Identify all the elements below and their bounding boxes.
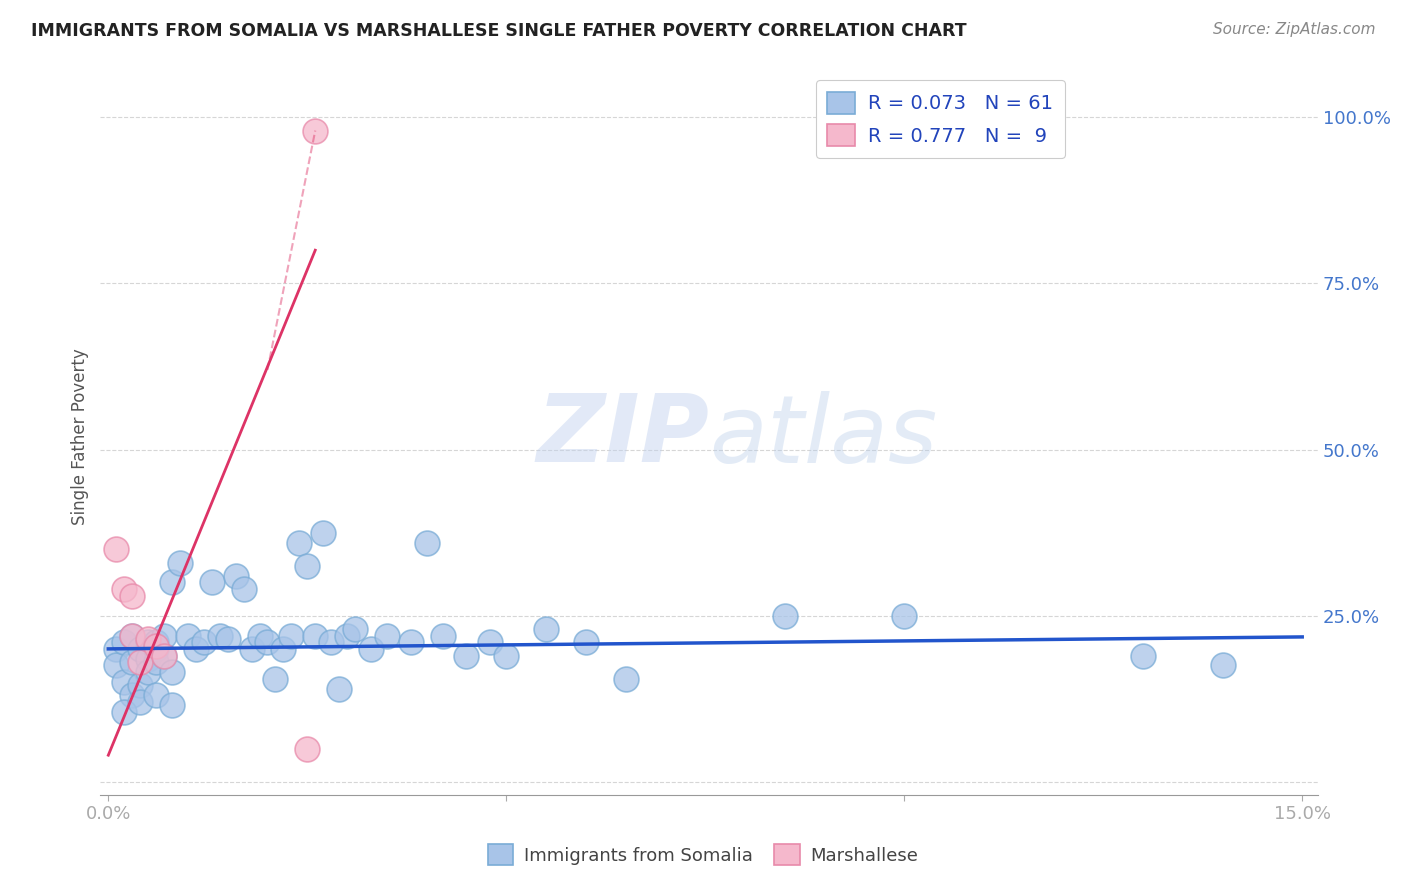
Point (432, 629, 454, 643)
Point (201, 575, 224, 590)
Point (193, 635, 215, 649)
Point (112, 635, 135, 649)
Point (225, 569, 247, 583)
Point (121, 589, 143, 603)
Point (256, 635, 278, 649)
Point (321, 635, 343, 649)
Point (232, 582, 254, 596)
Point (208, 629, 231, 643)
Point (312, 525, 335, 540)
Point (1212, 658, 1234, 673)
Point (184, 641, 207, 656)
Point (297, 741, 319, 756)
Point (273, 641, 295, 656)
Point (136, 632, 159, 646)
Point (121, 689, 143, 703)
Legend: Immigrants from Somalia, Marshallese: Immigrants from Somalia, Marshallese (481, 837, 925, 872)
Point (112, 705, 135, 719)
Point (136, 635, 159, 649)
Point (456, 648, 478, 663)
Point (160, 698, 183, 713)
Point (145, 635, 167, 649)
Point (264, 672, 287, 686)
Point (534, 622, 557, 636)
Point (614, 672, 637, 686)
Point (399, 635, 422, 649)
Point (121, 655, 143, 669)
Point (249, 629, 271, 643)
Point (112, 675, 135, 690)
Point (288, 535, 311, 549)
Point (153, 648, 176, 663)
Point (375, 629, 398, 643)
Point (328, 681, 350, 696)
Point (145, 641, 167, 656)
Point (773, 608, 796, 623)
Point (129, 695, 152, 709)
Text: Source: ZipAtlas.com: Source: ZipAtlas.com (1212, 22, 1375, 37)
Point (105, 542, 128, 557)
Point (575, 635, 598, 649)
Point (177, 629, 200, 643)
Point (344, 622, 367, 636)
Point (304, 123, 326, 137)
Point (297, 558, 319, 573)
Point (360, 641, 382, 656)
Point (160, 665, 183, 680)
Point (479, 635, 502, 649)
Point (415, 535, 437, 549)
Point (160, 575, 183, 590)
Point (129, 678, 152, 692)
Point (169, 556, 191, 570)
Point (893, 608, 915, 623)
Point (121, 629, 143, 643)
Point (105, 641, 128, 656)
Point (129, 655, 152, 669)
Point (280, 629, 302, 643)
Text: ZIP: ZIP (536, 391, 709, 483)
Point (336, 629, 359, 643)
Point (112, 582, 135, 596)
Text: atlas: atlas (709, 391, 938, 482)
Point (145, 639, 167, 653)
Point (153, 648, 176, 663)
Point (136, 665, 159, 680)
Y-axis label: Single Father Poverty: Single Father Poverty (72, 348, 89, 524)
Point (495, 648, 517, 663)
Point (153, 629, 176, 643)
Point (240, 641, 263, 656)
Point (304, 629, 326, 643)
Point (145, 689, 167, 703)
Point (136, 652, 159, 666)
Text: IMMIGRANTS FROM SOMALIA VS MARSHALLESE SINGLE FATHER POVERTY CORRELATION CHART: IMMIGRANTS FROM SOMALIA VS MARSHALLESE S… (31, 22, 966, 40)
Legend: R = 0.073   N = 61, R = 0.777   N =  9: R = 0.073 N = 61, R = 0.777 N = 9 (815, 80, 1064, 158)
Point (1132, 648, 1154, 663)
Point (129, 641, 152, 656)
Point (121, 629, 143, 643)
Point (105, 658, 128, 673)
Point (217, 632, 239, 646)
Point (145, 655, 167, 669)
